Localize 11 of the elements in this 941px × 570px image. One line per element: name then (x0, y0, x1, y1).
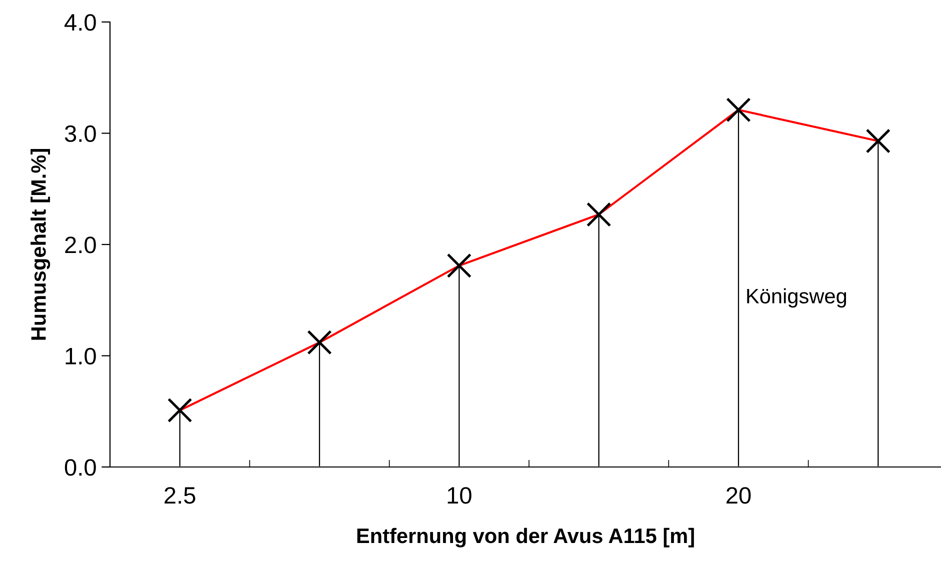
x-tick-label: 20 (726, 487, 751, 504)
y-tick-label: 1.0 (66, 348, 96, 365)
x-tick-label: 10 (448, 487, 472, 504)
annotation: Königsweg (747, 288, 846, 308)
x-tick-label: 2.5 (164, 487, 196, 504)
y-tick-label: 3.0 (64, 125, 96, 142)
y-tick-label: 4.0 (64, 14, 96, 31)
x-axis-title: Entfernung von der Avus A115 [m] (357, 528, 694, 548)
y-tick-label: 0.0 (64, 459, 96, 476)
y-axis-title: Humusgehalt [M.%] (30, 149, 50, 340)
y-tick-label: 2.0 (65, 236, 96, 254)
